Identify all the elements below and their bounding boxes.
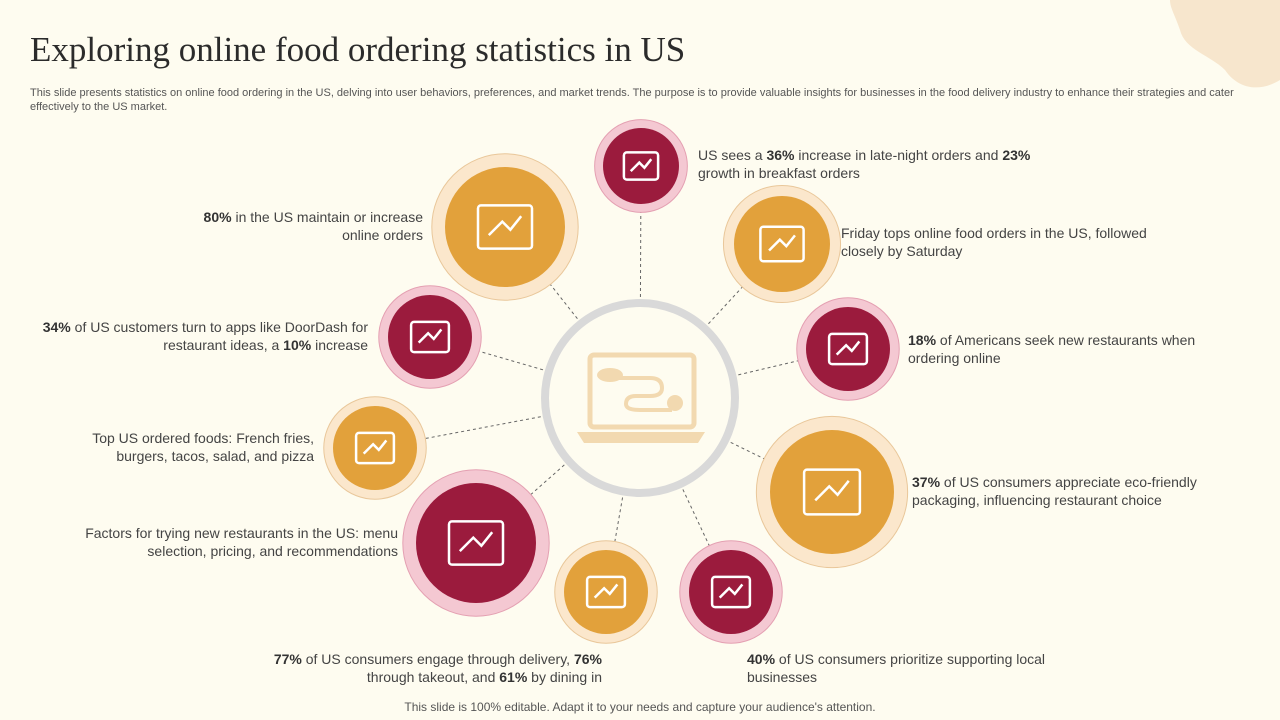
text-run: by dining in	[527, 669, 602, 685]
item-text: 37% of US consumers appreciate eco-frien…	[912, 473, 1222, 509]
node-icon-detail	[487, 215, 523, 236]
node-icon	[585, 575, 627, 609]
text-run: 37%	[912, 474, 941, 490]
text-run: 36%	[766, 147, 795, 163]
title: Exploring online food ordering statistic…	[30, 30, 686, 69]
node-icon-detail	[362, 439, 388, 455]
text-run: 61%	[499, 669, 528, 685]
node-icon-detail	[814, 480, 850, 502]
node-icon	[710, 575, 752, 609]
text-run: of US consumers prioritize supporting lo…	[747, 651, 1049, 685]
node	[806, 307, 890, 391]
item-text: Top US ordered foods: French fries, burg…	[64, 429, 314, 465]
text-run: 40%	[747, 651, 776, 667]
node-icon-detail	[593, 583, 619, 599]
item-text: Factors for trying new restaurants in th…	[58, 524, 398, 560]
item-text: 77% of US consumers engage through deliv…	[242, 650, 602, 686]
laptop-base	[577, 432, 705, 443]
text-run: Factors for trying new restaurants in th…	[85, 525, 402, 559]
connector	[614, 497, 624, 542]
node-icon-detail	[417, 328, 443, 344]
connector	[549, 284, 578, 320]
connector	[738, 360, 799, 376]
text-run: 10%	[283, 337, 312, 353]
connector	[730, 441, 765, 460]
text-run: 34%	[42, 319, 71, 335]
text-run: 77%	[273, 651, 302, 667]
text-run: 80%	[203, 209, 232, 225]
item-text: Friday tops online food orders in the US…	[841, 224, 1171, 260]
text-run: through takeout, and	[366, 651, 606, 685]
node-icon	[409, 320, 451, 354]
pin	[667, 395, 683, 411]
text-run: 18%	[908, 332, 937, 348]
text-run: of US customers turn to apps like DoorDa…	[70, 319, 372, 353]
car	[597, 368, 623, 382]
connector	[425, 416, 541, 439]
text-run: growth in breakfast orders	[698, 147, 1035, 181]
text-run: 23%	[1002, 147, 1031, 163]
text-run: Friday tops online food orders in the US…	[841, 225, 1151, 259]
node-icon	[476, 204, 534, 250]
node-icon	[354, 431, 396, 465]
text-run: 76%	[573, 651, 602, 667]
node	[770, 430, 894, 554]
node-icon-detail	[718, 583, 744, 599]
node	[564, 550, 648, 634]
connector	[530, 464, 565, 495]
description: This slide presents statistics on online…	[30, 87, 1234, 113]
text-run: of US consumers appreciate eco-friendly …	[912, 474, 1201, 508]
item-text: US sees a 36% increase in late-night ord…	[698, 146, 1058, 182]
node	[416, 483, 536, 603]
item-text: 80% in the US maintain or increase onlin…	[183, 208, 423, 244]
node	[388, 295, 472, 379]
text-run: in the US maintain or increase online or…	[231, 209, 427, 243]
text-run: of US consumers engage through delivery,	[301, 651, 574, 667]
node	[689, 550, 773, 634]
item-text: 34% of US customers turn to apps like Do…	[38, 318, 368, 354]
item-text: 40% of US consumers prioritize supportin…	[747, 650, 1067, 686]
connector	[708, 286, 743, 325]
route	[615, 376, 672, 412]
text-run: of Americans seek new restaurants when o…	[908, 332, 1200, 366]
connector	[479, 350, 544, 371]
node-icon	[622, 151, 660, 181]
text-run: increase	[311, 337, 368, 353]
node-icon-detail	[458, 531, 494, 552]
node-icon-detail	[629, 158, 653, 173]
text-run: Top US ordered foods: French fries, burg…	[92, 430, 318, 464]
connector	[682, 489, 710, 546]
item-text: 18% of Americans seek new restaurants wh…	[908, 331, 1218, 367]
laptop-screen	[587, 352, 697, 430]
node-icon	[802, 468, 862, 516]
node	[333, 406, 417, 490]
node	[445, 167, 565, 287]
decor-blob	[1170, 0, 1280, 88]
text-run: US sees a	[698, 147, 767, 163]
footer-note: This slide is 100% editable. Adapt it to…	[404, 700, 876, 714]
node-icon	[447, 520, 505, 566]
node-icon	[827, 332, 869, 366]
text-run: increase in late-night orders and	[794, 147, 1003, 163]
node-icon	[759, 225, 805, 263]
node-icon-detail	[835, 340, 861, 356]
node-icon-detail	[768, 234, 796, 252]
node	[734, 196, 830, 292]
